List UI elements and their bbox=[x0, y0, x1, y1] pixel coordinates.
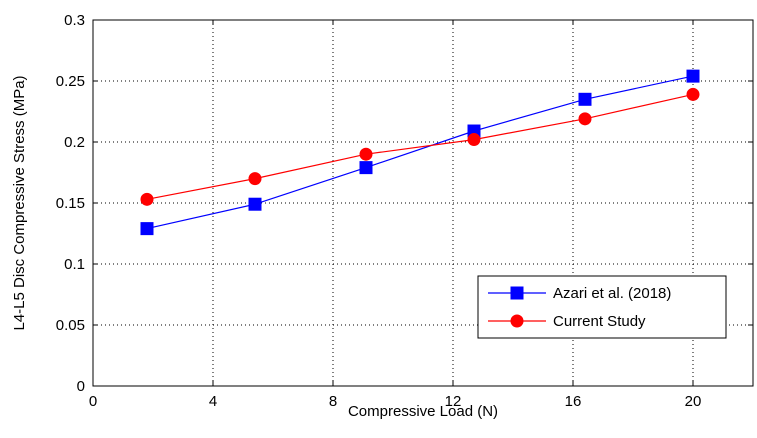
x-axis-title: Compressive Load (N) bbox=[348, 403, 498, 420]
x-tick-label: 8 bbox=[329, 393, 337, 410]
data-point bbox=[140, 222, 154, 236]
legend: Azari et al. (2018) Current Study bbox=[477, 275, 727, 339]
y-tick-label: 0 bbox=[77, 378, 85, 395]
y-tick-label: 0.1 bbox=[64, 256, 85, 273]
data-point bbox=[467, 133, 481, 147]
data-point bbox=[140, 192, 154, 206]
x-tick-label: 4 bbox=[209, 393, 217, 410]
series-2 bbox=[140, 87, 700, 206]
data-point bbox=[686, 87, 700, 101]
axis-ticks: 0 4 8 12 16 20 0 0.05 0.1 0.15 0.2 0.25 0.3 bbox=[56, 12, 753, 410]
data-point bbox=[248, 197, 262, 211]
legend-entry: Current Study bbox=[488, 313, 646, 330]
x-tick-label: 16 bbox=[565, 393, 582, 410]
x-tick-label: 20 bbox=[685, 393, 702, 410]
x-tick-label: 0 bbox=[89, 393, 97, 410]
data-point bbox=[359, 161, 373, 175]
series-line bbox=[146, 75, 694, 230]
data-point bbox=[686, 69, 700, 83]
y-tick-label: 0.2 bbox=[64, 134, 85, 151]
legend-box bbox=[477, 275, 727, 339]
legend-marker bbox=[510, 314, 524, 328]
y-tick-label: 0.15 bbox=[56, 195, 85, 212]
x-tick-label: 12 bbox=[445, 393, 462, 410]
y-tick-label: 0.3 bbox=[64, 12, 85, 29]
legend-entry: Azari et al. (2018) bbox=[488, 285, 671, 302]
y-tick-label: 0.05 bbox=[56, 317, 85, 334]
data-point bbox=[578, 112, 592, 126]
legend-marker bbox=[510, 286, 524, 300]
y-tick-label: 0.25 bbox=[56, 73, 85, 90]
series-1 bbox=[140, 69, 700, 236]
series-group bbox=[140, 69, 700, 236]
legend-label: Azari et al. (2018) bbox=[553, 285, 671, 302]
data-point bbox=[248, 172, 262, 186]
data-point bbox=[578, 92, 592, 106]
series-line bbox=[146, 93, 694, 200]
y-axis-title: L4-L5 Disc Compressive Stress (MPa) bbox=[11, 75, 28, 330]
legend-label: Current Study bbox=[553, 313, 646, 330]
data-point bbox=[359, 147, 373, 161]
